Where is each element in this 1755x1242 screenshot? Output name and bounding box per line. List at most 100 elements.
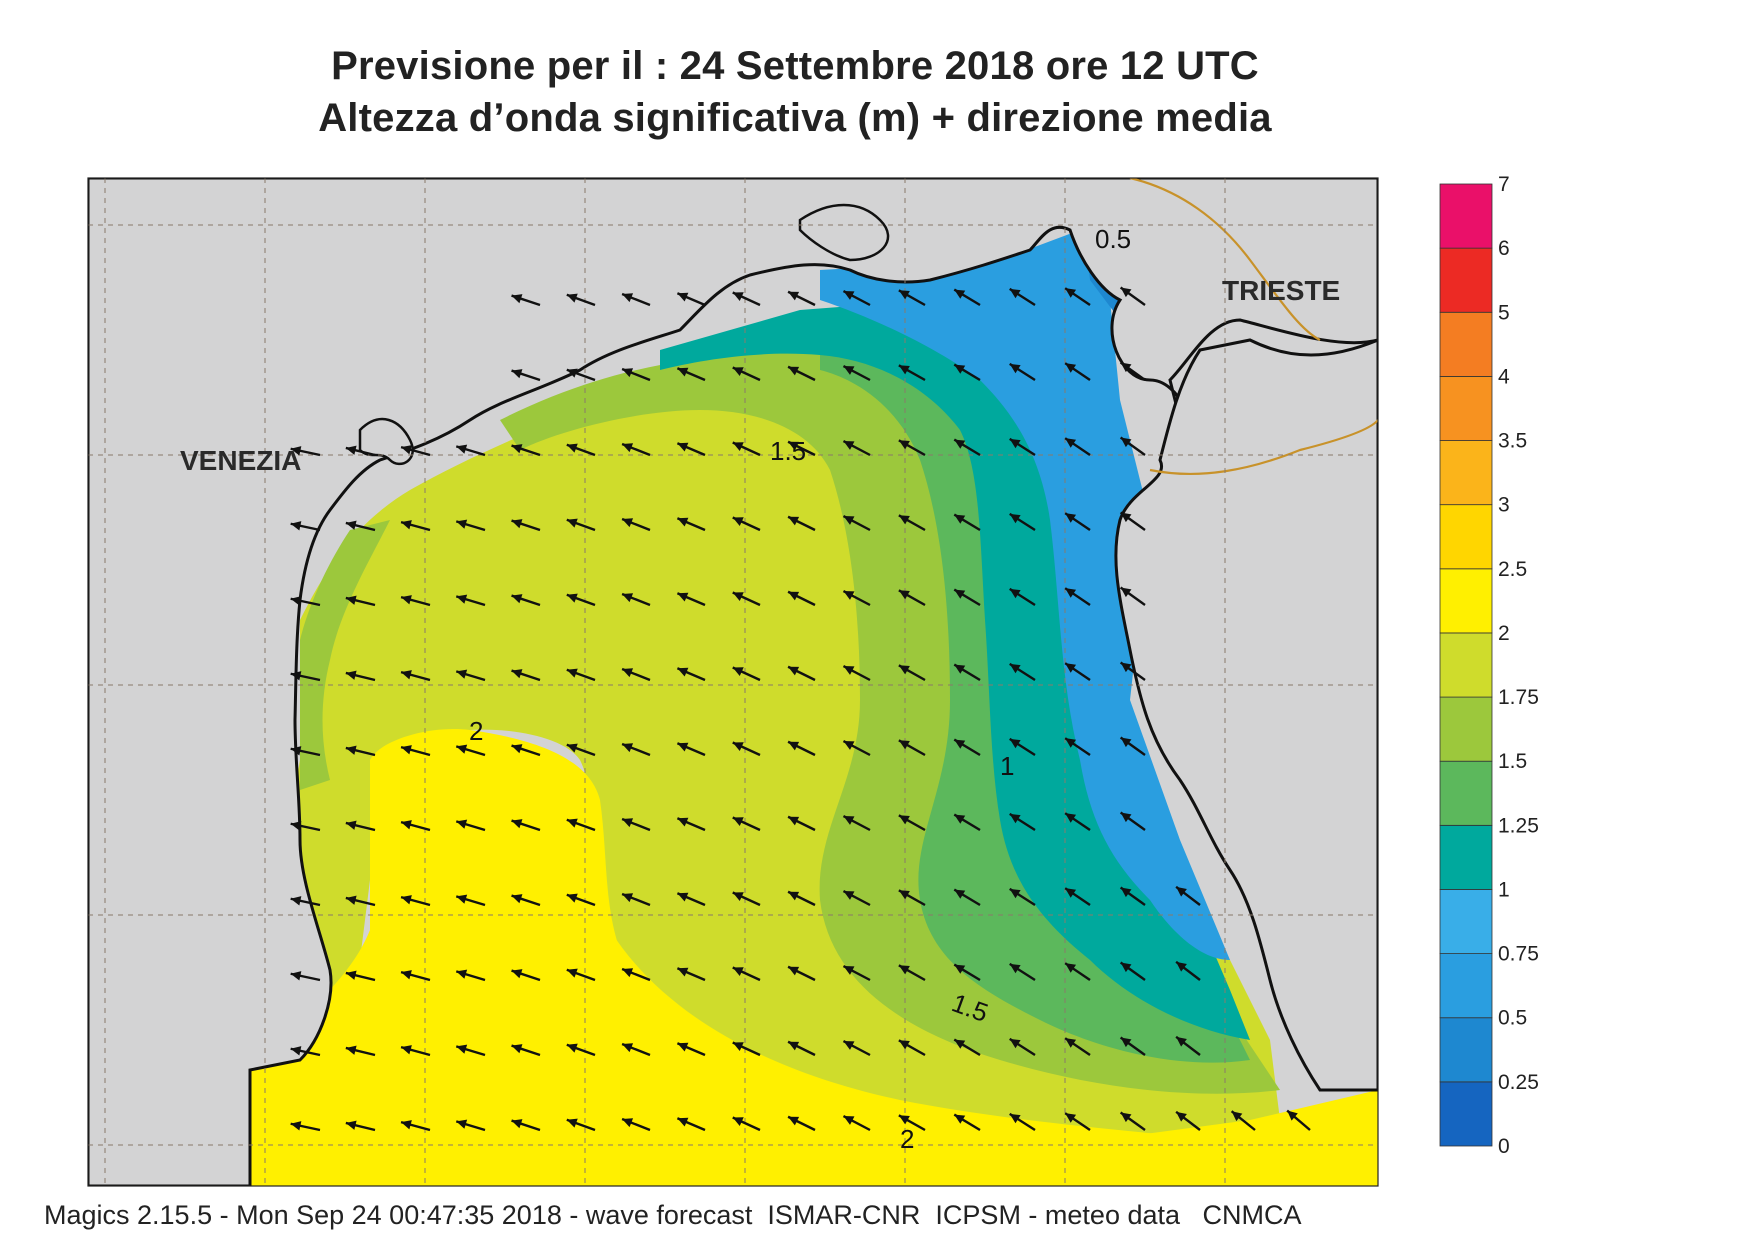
wave-arrow-head	[456, 1044, 468, 1054]
wave-arrow-head	[1009, 813, 1021, 824]
colorbar-label: 7	[1498, 173, 1510, 196]
wave-arrow-head	[788, 591, 800, 601]
land-north-coast	[88, 178, 1378, 1186]
wave-arrow-head	[1120, 1037, 1132, 1048]
wave-arrow-head	[843, 966, 855, 975]
map-title: Previsione per il : 24 Settembre 2018 or…	[331, 44, 1259, 88]
wave-arrow-head	[954, 964, 966, 974]
wave-arrow-head	[1120, 737, 1132, 748]
wave-arrow-head	[1065, 1038, 1077, 1048]
wave-arrow-head	[898, 890, 910, 900]
wave-arrow-head	[954, 664, 966, 674]
wave-arrow-head	[1176, 886, 1187, 897]
colorbar-label: 1.5	[1498, 750, 1527, 773]
wave-arrow-head	[1065, 888, 1077, 898]
colorbar-swatch	[1439, 696, 1493, 762]
wave-arrow-head	[345, 670, 357, 680]
wave-arrow-head	[843, 591, 855, 600]
colorbar-label: 0.75	[1498, 943, 1539, 966]
wave-arrow-head	[1009, 738, 1021, 749]
wave-arrow-head	[511, 519, 523, 529]
wave-arrow-head	[677, 442, 689, 452]
colorbar-label: 2.5	[1498, 558, 1527, 581]
wave-arrow-head	[401, 445, 412, 455]
wave-arrow-head	[788, 966, 800, 976]
wave-arrow-head	[1231, 1111, 1243, 1122]
wave-arrow-head	[1176, 1111, 1187, 1122]
wave-arrow-head	[456, 444, 468, 454]
wave-arrow-head	[954, 589, 966, 599]
wave-arrow-head	[1120, 587, 1132, 598]
colorbar-label: 3.5	[1498, 430, 1527, 453]
wave-arrow-head	[843, 291, 855, 300]
graticule	[88, 178, 1378, 1186]
wave-arrow-head	[732, 1042, 744, 1051]
wave-arrow-head	[290, 1046, 302, 1056]
colorbar: 0 0.25 0.5 0.75 1 1.25 1.5 1.75 2 2.5 3 3.5 4 5 6 7	[1439, 173, 1539, 1158]
colorbar-swatch	[1439, 953, 1493, 1019]
border-line	[1129, 178, 1378, 475]
wave-arrow-head	[732, 667, 744, 676]
contour-label-1.5-north: 1.5	[770, 436, 806, 466]
wave-arrow-head	[677, 1042, 689, 1052]
wave-arrow-head	[511, 819, 523, 829]
wave-arrow-head	[843, 366, 855, 375]
colorbar-swatch	[1439, 440, 1493, 506]
wave-arrow-head	[954, 289, 966, 299]
wave-arrow-head	[1009, 888, 1021, 899]
wave-arrow-head	[788, 291, 800, 301]
wave-arrow-head	[954, 814, 966, 824]
wave-arrow-head	[843, 816, 855, 825]
wave-arrow-head	[1120, 287, 1132, 298]
colorbar-label: 0	[1498, 1135, 1510, 1158]
wave-arrow-head	[788, 1041, 800, 1051]
wave-arrow-head	[677, 892, 689, 902]
wave-arrow-head	[622, 818, 634, 828]
sea-band-1-1.25	[660, 290, 1250, 1040]
wave-arrow-head	[1065, 738, 1077, 748]
wave-arrow-head	[1009, 1113, 1021, 1124]
contour-label-2-south: 2	[900, 1124, 914, 1154]
sea-band-0.75-1	[820, 230, 1230, 960]
wave-arrow-head	[345, 820, 357, 830]
colorbar-swatch	[1439, 568, 1493, 634]
wave-arrow-head	[732, 592, 744, 601]
wave-arrow-head	[843, 666, 855, 675]
wave-arrow-head	[1065, 1113, 1077, 1123]
colorbar-label: 1.75	[1498, 686, 1539, 709]
wave-arrow-head	[622, 368, 634, 378]
wave-arrow-head	[1009, 288, 1021, 299]
wave-arrow-head	[1065, 663, 1077, 673]
wave-arrow-head	[898, 290, 910, 300]
wave-arrow-head	[788, 666, 800, 676]
wave-arrow-head	[732, 817, 744, 826]
wave-arrow-head	[566, 518, 578, 528]
wave-arrow-head	[843, 1116, 855, 1125]
sea-coastal-green	[300, 520, 390, 790]
wave-arrow-head	[677, 367, 689, 377]
wave-arrow-head	[1120, 512, 1132, 523]
wave-arrow-head	[345, 970, 357, 980]
wave-arrow-head	[511, 444, 523, 454]
wave-arrow-head	[622, 893, 634, 903]
map-frame	[87, 177, 1379, 1187]
wave-arrow-head	[290, 446, 302, 456]
wave-arrow-head	[1120, 662, 1132, 673]
wave-arrow-head	[401, 970, 412, 980]
wave-arrow-head	[401, 520, 412, 530]
wave-arrow-head	[1009, 588, 1021, 599]
sea-core-2	[250, 729, 1378, 1186]
contour-label-2-west: 2	[469, 716, 483, 746]
wave-arrow-head	[1176, 961, 1187, 972]
wave-arrow-head	[622, 1118, 634, 1128]
wave-arrow-head	[566, 893, 578, 903]
wave-arrow-head	[1120, 437, 1132, 448]
wave-arrow-head	[1120, 962, 1132, 973]
wave-arrow-head	[1287, 1110, 1298, 1121]
wave-arrow-head	[954, 1039, 966, 1049]
wave-arrow-head	[622, 443, 634, 453]
wave-arrow-head	[290, 1121, 302, 1131]
colorbar-label: 4	[1498, 365, 1510, 388]
wave-arrow-head	[954, 1114, 966, 1124]
wave-arrow-head	[511, 1119, 523, 1129]
